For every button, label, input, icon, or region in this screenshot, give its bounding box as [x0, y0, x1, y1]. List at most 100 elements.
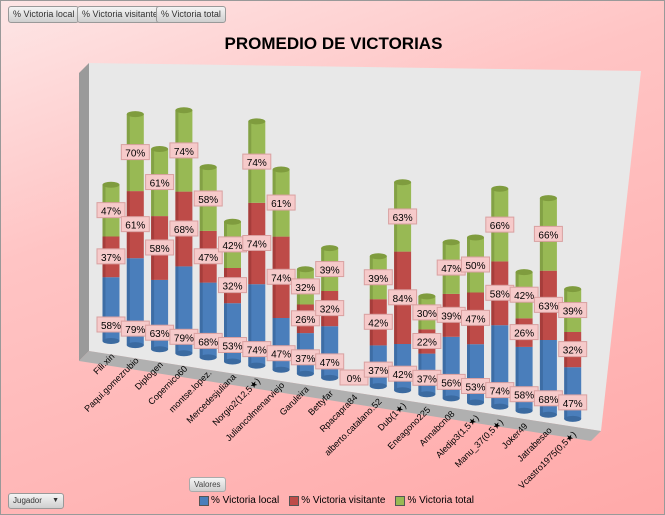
- legend-item-total[interactable]: % Victoria total: [395, 495, 474, 506]
- data-label-box: [509, 324, 539, 341]
- bar-cap: [467, 234, 484, 241]
- bar-shade: [442, 336, 446, 399]
- legend-swatch: [289, 495, 300, 506]
- data-label: 47%: [563, 399, 583, 410]
- data-label: 53%: [465, 383, 485, 394]
- data-label-box: [315, 261, 345, 278]
- data-label: 66%: [490, 221, 510, 232]
- jugador-dropdown[interactable]: Jugador ▼: [8, 493, 64, 509]
- legend-item-visitante[interactable]: % Victoria visitante: [289, 495, 385, 506]
- data-label: 47%: [320, 358, 340, 369]
- bar-shade: [199, 282, 203, 358]
- data-label-box: [193, 248, 223, 265]
- chart-title: PROMEDIO DE VICTORIAS: [224, 34, 443, 53]
- bar-bottom: [248, 362, 266, 369]
- data-label-box: [145, 239, 175, 256]
- bar-bottom: [296, 370, 314, 377]
- data-label: 74%: [174, 147, 194, 158]
- bar-cap: [394, 179, 412, 186]
- bar-cap: [248, 118, 266, 125]
- bar-bottom: [467, 399, 484, 406]
- data-label-box: [242, 235, 272, 251]
- data-label: 66%: [538, 230, 558, 241]
- legend-label: % Victoria total: [407, 495, 474, 506]
- bar-bottom: [564, 415, 582, 422]
- data-label: 58%: [150, 244, 170, 255]
- bar-shade: [175, 266, 179, 354]
- data-label: 37%: [368, 366, 388, 377]
- data-label: 47%: [198, 253, 218, 264]
- data-label: 74%: [247, 158, 267, 169]
- bar-shade: [467, 344, 470, 403]
- data-label-box: [485, 216, 515, 233]
- data-label-box: [242, 153, 272, 170]
- data-label: 74%: [271, 273, 291, 284]
- data-label: 68%: [174, 225, 194, 236]
- data-label: 47%: [271, 350, 291, 361]
- data-label: 39%: [441, 311, 461, 322]
- data-label-box: [145, 174, 175, 191]
- legend-swatch: [199, 495, 209, 506]
- data-label-box: [558, 394, 588, 411]
- data-label: 39%: [368, 274, 388, 285]
- filter-button-total[interactable]: % Victoria total: [156, 6, 226, 23]
- bar-shade: [539, 340, 543, 415]
- bar-bottom: [491, 403, 509, 410]
- bar-cap: [491, 185, 509, 192]
- data-label: 58%: [101, 321, 121, 332]
- data-label-box: [290, 310, 320, 327]
- legend-item-local[interactable]: % Victoria local: [199, 495, 279, 506]
- bar-cap: [442, 239, 460, 246]
- data-label-box: [558, 302, 588, 319]
- data-label: 47%: [465, 314, 485, 325]
- data-label: 37%: [417, 374, 437, 385]
- data-label: 42%: [222, 241, 242, 252]
- data-label: 42%: [514, 291, 534, 302]
- data-label: 61%: [150, 179, 170, 190]
- data-label-box: [266, 194, 296, 211]
- bar-shade: [248, 284, 252, 366]
- bar-cap: [175, 107, 193, 114]
- data-label-box: [533, 225, 563, 242]
- bar-cap: [272, 166, 290, 173]
- data-label: 74%: [490, 387, 510, 398]
- floor: [79, 351, 601, 441]
- legend: % Victoria local % Victoria visitante % …: [199, 495, 474, 506]
- data-label: 84%: [393, 294, 413, 305]
- data-label: 0%: [347, 374, 362, 385]
- data-label: 37%: [101, 253, 121, 264]
- data-label: 26%: [514, 329, 534, 340]
- bar-shade: [272, 318, 276, 370]
- data-label: 30%: [417, 309, 437, 320]
- bar-bottom: [126, 342, 144, 349]
- bar-cap: [564, 286, 582, 293]
- data-label: 42%: [368, 318, 388, 329]
- bar-cap: [539, 195, 557, 202]
- data-label-box: [363, 269, 393, 286]
- data-label-box: [120, 216, 150, 233]
- data-label: 68%: [538, 395, 558, 406]
- bar-bottom: [272, 366, 290, 373]
- data-label-box: [193, 190, 223, 207]
- data-label-box: [509, 286, 539, 303]
- data-label: 47%: [101, 207, 121, 218]
- data-label: 70%: [125, 149, 145, 160]
- data-label-box: [461, 256, 490, 273]
- data-label-box: [290, 278, 320, 295]
- bar-bottom: [418, 391, 436, 398]
- data-label: 58%: [514, 391, 534, 402]
- data-label: 37%: [295, 354, 315, 365]
- bar-cap: [515, 269, 533, 276]
- bar-bottom: [394, 387, 412, 394]
- data-label: 74%: [247, 240, 267, 251]
- data-label-box: [315, 353, 345, 370]
- data-label-box: [388, 289, 418, 306]
- valores-button[interactable]: Valores: [189, 477, 226, 492]
- data-label: 61%: [271, 199, 291, 210]
- data-label: 32%: [320, 305, 340, 316]
- side-wall: [79, 63, 89, 361]
- bar-shade: [321, 326, 325, 378]
- data-label: 68%: [198, 337, 218, 348]
